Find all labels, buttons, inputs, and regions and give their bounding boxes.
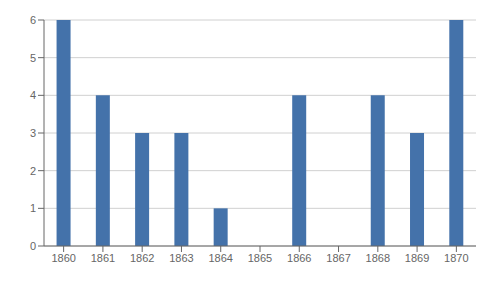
svg-text:1860: 1860 <box>51 252 75 264</box>
svg-text:1863: 1863 <box>169 252 193 264</box>
svg-text:1: 1 <box>30 202 36 214</box>
svg-text:1868: 1868 <box>366 252 390 264</box>
svg-text:3: 3 <box>30 127 36 139</box>
svg-text:4: 4 <box>30 89 36 101</box>
svg-text:2: 2 <box>30 165 36 177</box>
svg-text:6: 6 <box>30 14 36 26</box>
svg-text:1870: 1870 <box>444 252 468 264</box>
svg-text:5: 5 <box>30 52 36 64</box>
svg-text:1862: 1862 <box>130 252 154 264</box>
svg-text:1861: 1861 <box>91 252 115 264</box>
svg-text:1867: 1867 <box>326 252 350 264</box>
svg-text:0: 0 <box>30 240 36 252</box>
svg-text:1869: 1869 <box>405 252 429 264</box>
svg-text:1865: 1865 <box>248 252 272 264</box>
svg-text:1864: 1864 <box>208 252 232 264</box>
svg-text:1866: 1866 <box>287 252 311 264</box>
